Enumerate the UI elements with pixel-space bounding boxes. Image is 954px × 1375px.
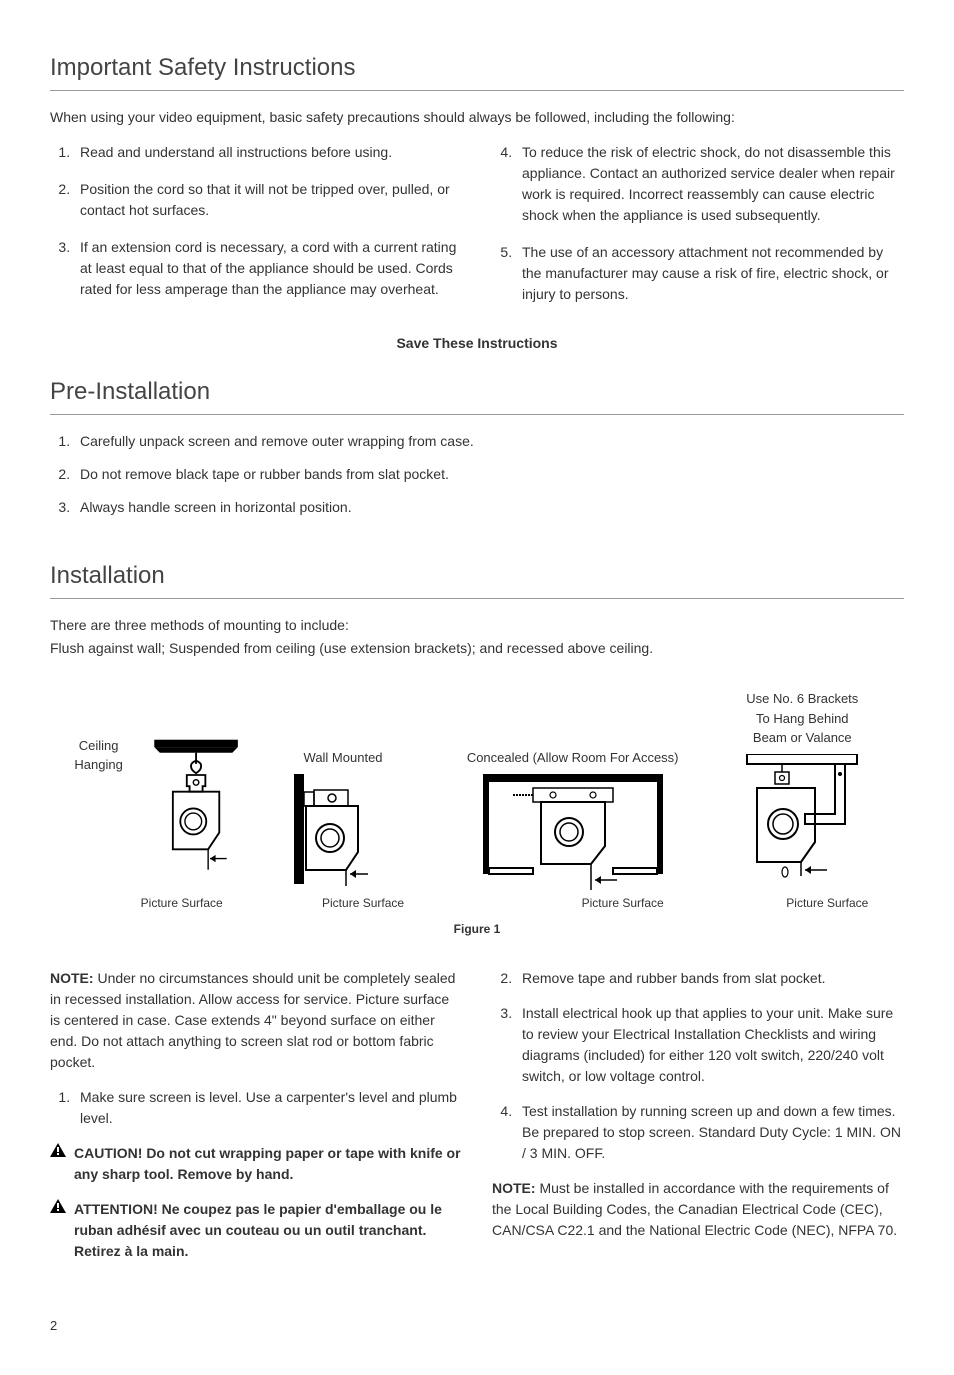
install-left-steps: Make sure screen is level. Use a carpent…	[50, 1087, 462, 1129]
figure-row: Ceiling Hanging	[50, 689, 904, 912]
warning-icon	[50, 1199, 66, 1213]
list-item: To reduce the risk of electric shock, do…	[516, 142, 904, 226]
list-item: Always handle screen in horizontal posit…	[74, 497, 904, 518]
fig-wall: Wall Mounted Picture Surface	[247, 732, 438, 912]
preinstall-list: Carefully unpack screen and remove outer…	[50, 431, 904, 518]
install-intro-2: Flush against wall; Suspended from ceili…	[50, 638, 904, 659]
picture-surface-label: Picture Surface	[539, 894, 707, 912]
brackets-diagram-icon	[737, 754, 867, 894]
safety-list-left: Read and understand all instructions bef…	[50, 142, 462, 300]
list-item: Install electrical hook up that applies …	[516, 1003, 904, 1087]
fig-concealed: Concealed (Allow Room For Access) Pictur…	[439, 732, 707, 912]
fig-brackets-label: Use No. 6 Brackets To Hang Behind Beam o…	[707, 689, 898, 748]
fig-brackets: Use No. 6 Brackets To Hang Behind Beam o…	[707, 689, 898, 912]
wall-diagram-icon	[288, 774, 398, 894]
safety-heading: Important Safety Instructions	[50, 50, 904, 91]
caution-en: CAUTION! Do not cut wrapping paper or ta…	[50, 1143, 462, 1185]
fig-concealed-label: Concealed (Allow Room For Access)	[439, 732, 707, 768]
list-item: Test installation by running screen up a…	[516, 1101, 904, 1164]
picture-surface-label: Picture Surface	[757, 894, 898, 912]
install-intro: There are three methods of mounting to i…	[50, 615, 904, 659]
install-right-steps: Remove tape and rubber bands from slat p…	[492, 968, 904, 1164]
ceiling-diagram-icon	[145, 734, 247, 894]
install-heading: Installation	[50, 558, 904, 599]
warning-icon	[50, 1143, 66, 1157]
safety-intro: When using your video equipment, basic s…	[50, 107, 904, 128]
list-item: Make sure screen is level. Use a carpent…	[74, 1087, 462, 1129]
safety-columns: Read and understand all instructions bef…	[50, 142, 904, 321]
fig-ceiling-label: Ceiling Hanging	[56, 736, 141, 775]
install-note-1: NOTE: Under no circumstances should unit…	[50, 968, 462, 1073]
install-note-2: NOTE: Must be installed in accordance wi…	[492, 1178, 904, 1241]
caution-fr: ATTENTION! Ne coupez pas le papier d'emb…	[50, 1199, 462, 1262]
figure-caption: Figure 1	[50, 920, 904, 938]
page-number: 2	[50, 1316, 904, 1336]
list-item: Position the cord so that it will not be…	[74, 179, 462, 221]
list-item: Do not remove black tape or rubber bands…	[74, 464, 904, 485]
list-item: The use of an accessory attachment not r…	[516, 242, 904, 305]
picture-surface-label: Picture Surface	[287, 894, 438, 912]
safety-list-right: To reduce the risk of electric shock, do…	[492, 142, 904, 305]
save-instructions: Save These Instructions	[50, 333, 904, 354]
list-item: Carefully unpack screen and remove outer…	[74, 431, 904, 452]
concealed-diagram-icon	[473, 774, 673, 894]
install-intro-1: There are three methods of mounting to i…	[50, 615, 904, 636]
picture-surface-label: Picture Surface	[116, 894, 247, 912]
fig-ceiling: Ceiling Hanging	[56, 734, 247, 912]
fig-wall-label: Wall Mounted	[247, 732, 438, 768]
install-notes: NOTE: Under no circumstances should unit…	[50, 968, 904, 1276]
list-item: Remove tape and rubber bands from slat p…	[516, 968, 904, 989]
list-item: Read and understand all instructions bef…	[74, 142, 462, 163]
list-item: If an extension cord is necessary, a cor…	[74, 237, 462, 300]
preinstall-heading: Pre-Installation	[50, 374, 904, 415]
